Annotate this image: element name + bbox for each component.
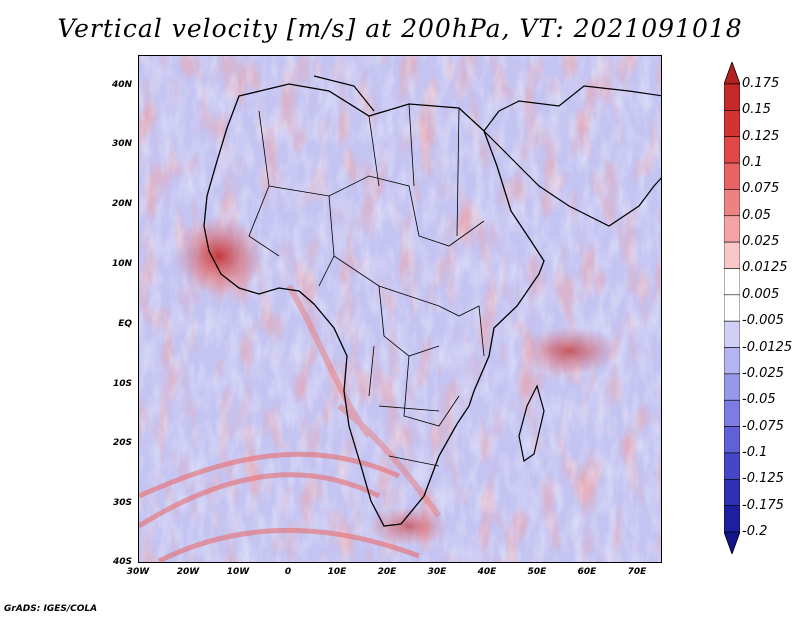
colorbar (724, 62, 740, 554)
colorbar-level-label: 0.05 (742, 207, 771, 223)
country-borders (248, 103, 485, 467)
map-area (138, 55, 662, 563)
colorbar-level-label: -0.025 (742, 365, 784, 381)
colorbar-level-label: -0.1 (742, 444, 768, 460)
lat-label: 20N (111, 199, 132, 209)
colorbar-level-label: 0.1 (742, 155, 763, 171)
lon-label: 10E (327, 567, 347, 577)
lat-label: 10S (112, 379, 132, 389)
lon-label: 50E (527, 567, 547, 577)
lat-label: 40S (112, 557, 132, 567)
lat-label: 20S (112, 438, 132, 448)
plot-title: Vertical velocity [m/s] at 200hPa, VT: 2… (57, 14, 743, 43)
lat-label: EQ (118, 319, 132, 329)
lon-label: 10W (226, 567, 250, 577)
lat-label: 10N (111, 259, 132, 269)
colorbar-level-label: 0.0125 (742, 260, 788, 276)
lon-label: 30E (427, 567, 447, 577)
colorbar-box (724, 347, 740, 375)
colorbar-box (724, 426, 740, 454)
colorbar-level-label: 0.075 (742, 181, 780, 197)
colorbar-box (724, 399, 740, 427)
near-zero-pattern (139, 56, 661, 562)
map-canvas (139, 56, 661, 562)
colorbar-level-label: 0.15 (742, 102, 771, 118)
footer-credit: GrADS: IGES/COLA (4, 604, 98, 614)
colorbar-box (724, 478, 740, 506)
colorbar-box (724, 189, 740, 217)
colorbar-box (724, 162, 740, 190)
colorbar-level-label: -0.2 (742, 524, 768, 539)
colorbar-level-label: -0.175 (742, 497, 784, 513)
colorbar-box (724, 294, 740, 322)
colorbar-box (724, 83, 740, 111)
colorbar-box (724, 268, 740, 296)
colorbar-box (724, 320, 740, 348)
colorbar-level-label: -0.075 (742, 418, 784, 434)
colorbar-level-label: -0.125 (742, 471, 784, 487)
colorbar-level-label: -0.005 (742, 313, 784, 329)
lon-label: 0 (284, 567, 292, 577)
updraft-core-west-africa (174, 216, 264, 296)
colorbar-box (724, 373, 740, 401)
colorbar-level-label: 0.025 (742, 234, 780, 250)
southern-streaks (139, 451, 420, 562)
southern-band (286, 284, 442, 518)
lat-label: 40N (111, 80, 132, 90)
colorbar-box (724, 215, 740, 243)
lat-label: 30N (111, 139, 132, 149)
lon-label: 40E (477, 567, 497, 577)
colorbar-min-triangle (724, 531, 740, 554)
colorbar-box (724, 505, 740, 533)
colorbar-box (724, 241, 740, 269)
lon-label: 60E (577, 567, 597, 577)
africa-coastline (203, 83, 545, 527)
madagascar-outline (518, 384, 545, 463)
europe-asia-coastline (313, 75, 661, 227)
updraft-core-south (369, 506, 449, 546)
lon-label: 70E (627, 567, 647, 577)
colorbar-box (724, 136, 740, 164)
colorbar-box (724, 452, 740, 480)
colorbar-level-label: 0.175 (742, 76, 780, 91)
colorbar-max-triangle (724, 62, 740, 85)
colorbar-level-label: -0.05 (742, 392, 776, 408)
lat-label: 30S (112, 498, 132, 508)
updraft-core-indian-ocean (519, 327, 619, 375)
colorbar-box (724, 110, 740, 138)
lon-label: 30W (126, 567, 150, 577)
lon-label: 20W (176, 567, 200, 577)
colorbar-level-label: -0.0125 (742, 339, 793, 355)
colorbar-level-label: 0.005 (742, 286, 780, 302)
colorbar-level-label: 0.125 (742, 128, 780, 144)
lon-label: 20E (377, 567, 397, 577)
